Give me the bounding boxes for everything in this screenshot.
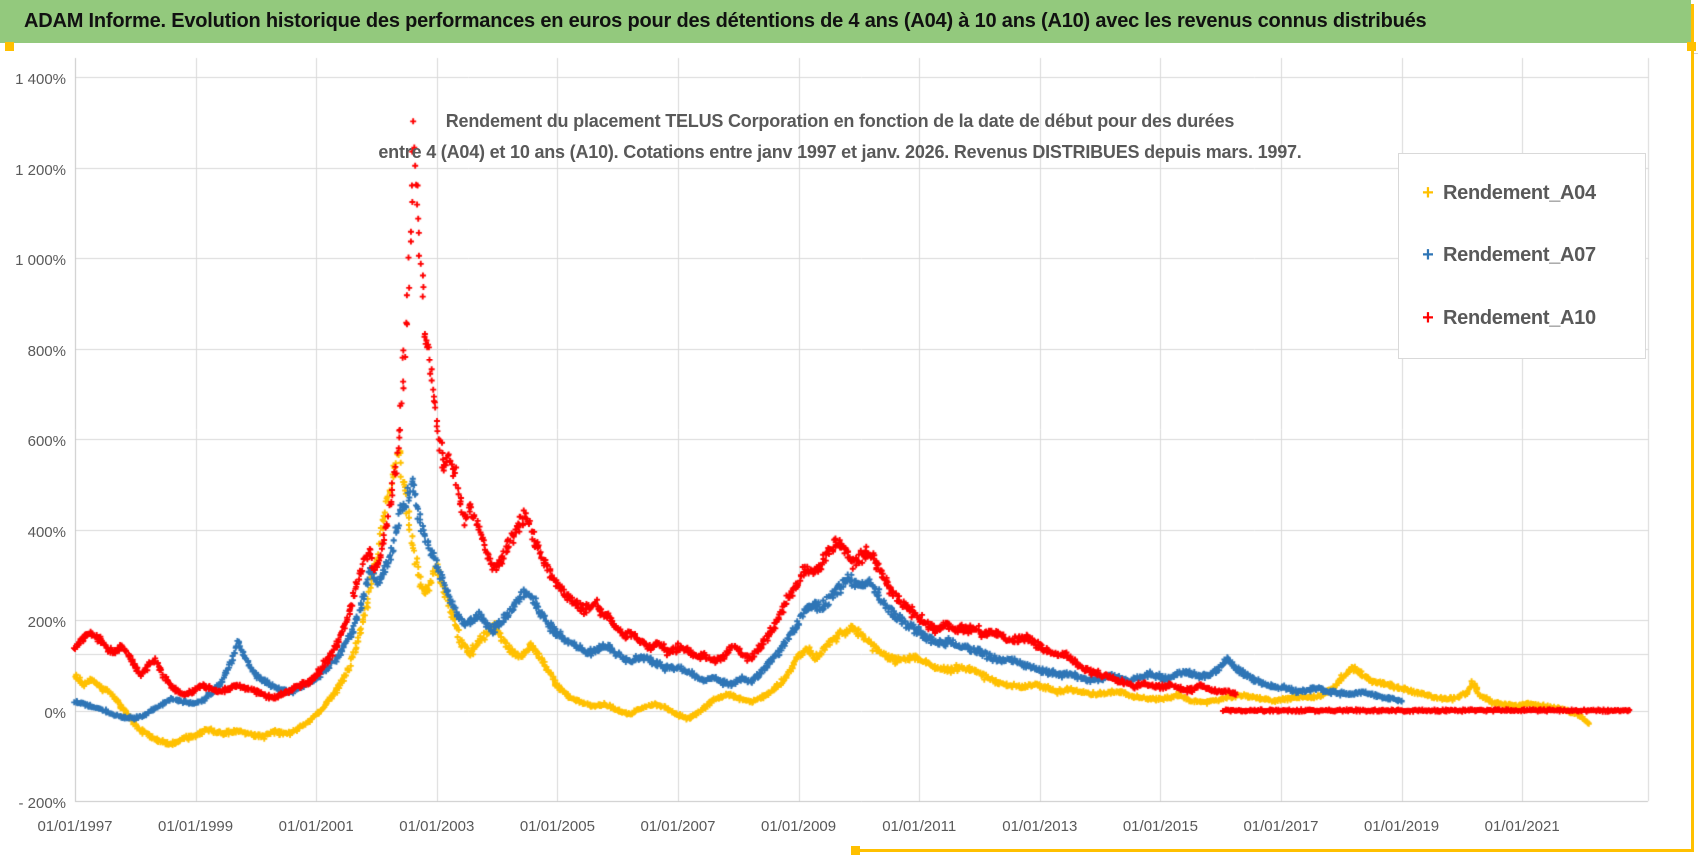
legend-label: Rendement_A10	[1443, 307, 1596, 330]
x-axis-tick-label: 01/01/2019	[1364, 818, 1440, 835]
legend-label: Rendement_A04	[1443, 181, 1596, 204]
x-axis-tick-label: 01/01/1997	[37, 818, 113, 835]
y-axis-tick-label: 400%	[27, 523, 66, 541]
plus-marker-icon: +	[1422, 307, 1434, 330]
plus-marker-icon: +	[1422, 181, 1434, 204]
x-axis-tick-label: 01/01/2003	[399, 818, 475, 835]
y-axis-tick-label: 1 200%	[15, 161, 66, 179]
x-axis-tick-label: 01/01/1999	[158, 818, 234, 835]
y-axis-tick-label: 800%	[27, 342, 66, 360]
x-axis-tick-label: 01/01/2009	[761, 818, 837, 835]
selection-handle-bottom-middle[interactable]	[851, 846, 860, 855]
y-axis-tick-label: - 200%	[18, 795, 66, 812]
chart-title-line2: entre 4 (A04) et 10 ans (A10). Cotations…	[378, 142, 1302, 162]
header-title: ADAM Informe. Evolution historique des p…	[24, 10, 1427, 32]
y-axis-tick-label: 0%	[44, 704, 66, 722]
legend-entry-a04[interactable]: + Rendement_A04	[1399, 182, 1645, 205]
y-axis-tick-label: 1 400%	[15, 71, 66, 88]
legend-label: Rendement_A07	[1443, 244, 1596, 267]
legend-entry-a07[interactable]: + Rendement_A07	[1399, 244, 1645, 267]
x-axis-tick-label: 01/01/2017	[1243, 818, 1319, 835]
y-axis-tick-label: 1 000%	[15, 252, 66, 269]
selection-handle-top-left[interactable]	[5, 42, 14, 51]
x-axis-tick-label: 01/01/2015	[1122, 818, 1198, 835]
chart-legend: + Rendement_A04 + Rendement_A07 + Rendem…	[1398, 153, 1646, 359]
legend-entry-a10[interactable]: + Rendement_A10	[1399, 307, 1645, 330]
x-axis-tick-label: 01/01/2001	[278, 818, 354, 835]
x-axis-tick-label: 01/01/2007	[640, 818, 716, 835]
selection-handle-top-right[interactable]	[1687, 42, 1696, 51]
y-axis-tick-label: 600%	[27, 433, 66, 450]
chart-title-line1: Rendement du placement TELUS Corporation…	[445, 111, 1235, 131]
x-axis-tick-label: 01/01/2021	[1484, 818, 1560, 835]
x-axis-tick-label: 01/01/2011	[882, 818, 957, 835]
x-axis-tick-label: 01/01/2005	[519, 818, 595, 835]
selection-border-bottom	[855, 849, 1693, 852]
chart-object[interactable]: Rendement du placement TELUS Corporation…	[0, 44, 1698, 850]
selection-border-right	[1691, 4, 1694, 852]
header-bar: ADAM Informe. Evolution historique des p…	[0, 0, 1691, 43]
chart-title: Rendement du placement TELUS Corporation…	[160, 106, 1520, 168]
plus-marker-icon: +	[1422, 244, 1434, 267]
x-axis-tick-label: 01/01/2013	[1002, 818, 1078, 835]
y-axis-tick-label: 200%	[27, 614, 66, 631]
